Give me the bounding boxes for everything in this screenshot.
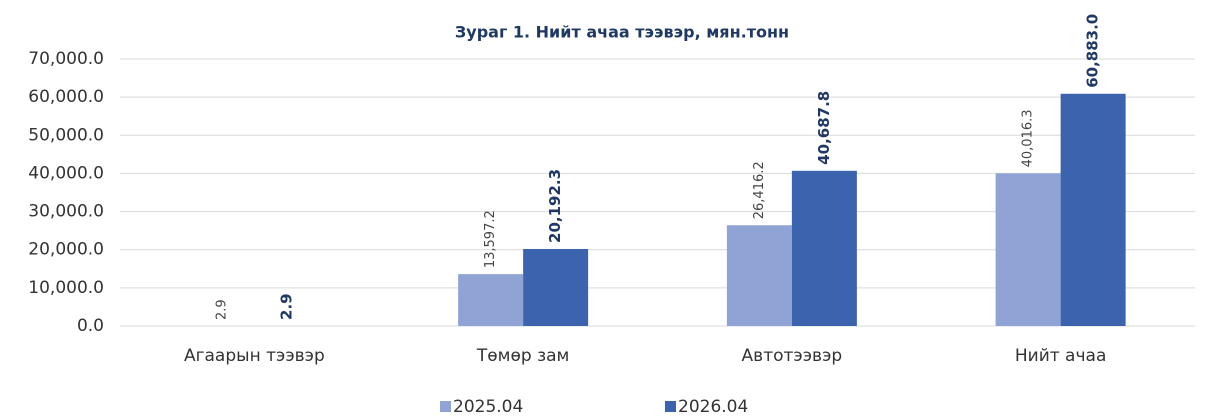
bar [727,225,792,326]
data-label: 60,883.0 [1084,14,1102,88]
x-tick-label: Автотээвэр [742,346,843,366]
data-label: 2.9 [277,293,295,320]
bar [458,274,523,326]
data-label: 13,597.2 [483,210,498,268]
legend-swatch [440,401,451,412]
x-tick-label: Төмөр зам [476,346,570,366]
chart-title: Зураг 1. Нийт ачаа тээвэр, мян.тонн [455,23,789,42]
data-label: 20,192.3 [546,169,564,243]
data-label: 2.9 [214,299,229,320]
x-tick-label: Нийт ачаа [1015,346,1106,366]
data-label: 26,416.2 [752,161,767,219]
y-tick-label: 10,000.0 [28,278,104,298]
y-tick-label: 60,000.0 [28,87,104,107]
legend-label: 2026.04 [678,397,748,415]
bar [523,249,588,326]
y-tick-label: 0.0 [77,316,104,336]
legend-label: 2025.04 [453,397,523,415]
legend-swatch [665,401,676,412]
bar [996,173,1061,326]
y-tick-label: 70,000.0 [28,49,104,69]
data-label: 40,687.8 [815,91,833,165]
y-tick-label: 40,000.0 [28,163,104,183]
bar [792,171,857,326]
y-tick-label: 50,000.0 [28,125,104,145]
data-label: 40,016.3 [1021,109,1036,167]
y-tick-label: 30,000.0 [28,202,104,222]
y-tick-label: 20,000.0 [28,240,104,260]
bar [1061,94,1126,326]
x-tick-label: Агаарын тээвэр [184,346,325,366]
